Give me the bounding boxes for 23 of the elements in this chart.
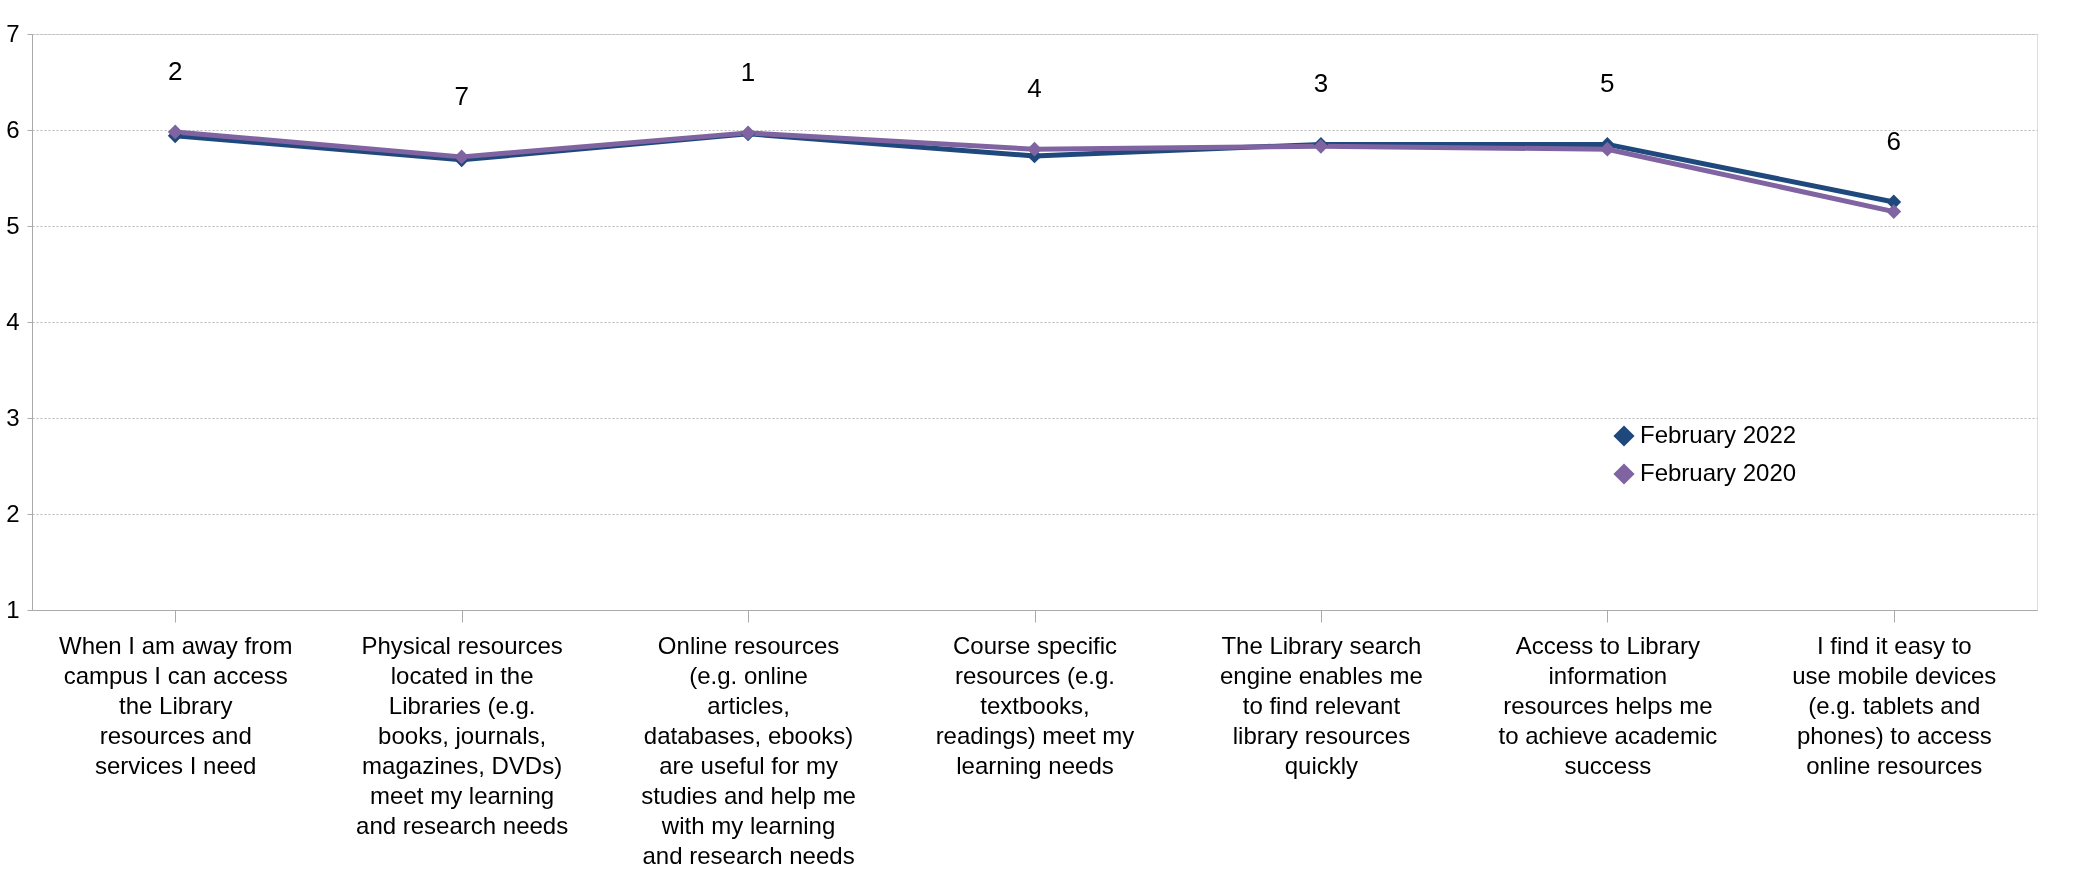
annotation: 6 xyxy=(1886,126,1902,156)
annotation: 1 xyxy=(740,56,756,87)
y-tick-label: 4 xyxy=(6,307,20,335)
x-tick-label: Physical resources located in the Libraries (e.g. books, journals, magazines, DVDs) meet my learning and research needs xyxy=(356,631,569,839)
x-tick-label: Online resources (e.g. online articles, databases, ebooks) are useful for my studies and help me with my learning and research needs xyxy=(641,631,856,869)
y-tick-label: 7 xyxy=(6,19,20,47)
y-tick-label: 1 xyxy=(6,595,20,623)
y-tick-label: 6 xyxy=(6,115,20,143)
y-tick-label: 3 xyxy=(6,403,20,431)
annotation: 5 xyxy=(1600,68,1615,99)
annotation: 7 xyxy=(454,80,469,111)
x-tick-label: The Library search engine enables me to find relevant library resources quickly xyxy=(1220,631,1423,779)
x-tick-label: Access to Library information resources helps me to achieve academic success xyxy=(1498,631,1718,779)
x-tick-label: When I am away from campus I can access the Library resources and services I need xyxy=(59,631,293,779)
legend-label: February 2022 xyxy=(1640,421,1797,448)
y-tick-label: 2 xyxy=(6,499,20,527)
annotation: 2 xyxy=(167,55,183,86)
legend-label: February 2020 xyxy=(1640,459,1797,486)
annotation: 4 xyxy=(1027,73,1042,104)
x-tick-label: Course specific resources (e.g. textbooks, readings) meet my learning needs xyxy=(935,631,1135,779)
y-tick-label: 5 xyxy=(6,211,20,239)
x-tick-label: I find it easy to use mobile devices (e.g. tablets and phones) to access online resources xyxy=(1792,631,1997,779)
annotation: 3 xyxy=(1313,68,1329,99)
